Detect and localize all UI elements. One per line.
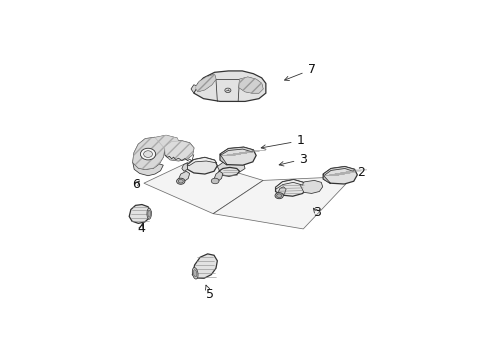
Polygon shape [186,157,217,174]
Text: 7: 7 [284,63,315,81]
Polygon shape [191,85,198,93]
Ellipse shape [178,179,183,183]
Polygon shape [143,159,263,214]
Text: 1: 1 [261,134,304,149]
Ellipse shape [146,208,151,219]
Polygon shape [214,171,223,181]
Polygon shape [192,254,217,278]
Ellipse shape [192,267,198,279]
Polygon shape [323,174,330,184]
Polygon shape [129,204,150,223]
Ellipse shape [274,193,283,199]
Polygon shape [133,138,164,169]
Ellipse shape [211,178,219,184]
Text: 3: 3 [279,153,306,166]
Polygon shape [217,161,244,174]
Polygon shape [193,71,265,102]
Polygon shape [218,167,239,176]
Text: 6: 6 [132,177,140,190]
Ellipse shape [143,151,152,157]
Polygon shape [275,180,303,189]
Polygon shape [275,180,305,196]
Polygon shape [239,77,263,93]
Ellipse shape [193,270,197,277]
Polygon shape [182,163,187,171]
Text: 2: 2 [357,166,365,179]
Text: 5: 5 [205,285,213,301]
Polygon shape [323,167,354,176]
Polygon shape [239,77,263,93]
Ellipse shape [147,210,150,217]
Polygon shape [133,138,164,169]
Text: 3: 3 [312,206,321,219]
Polygon shape [155,135,180,150]
Polygon shape [133,162,163,176]
Polygon shape [195,74,216,92]
Ellipse shape [140,148,155,160]
Polygon shape [213,176,352,229]
Polygon shape [178,171,189,182]
Ellipse shape [276,194,281,198]
Polygon shape [164,141,193,161]
Polygon shape [277,187,285,196]
Ellipse shape [224,88,230,93]
Polygon shape [164,141,193,161]
Polygon shape [323,167,357,184]
Polygon shape [195,74,216,92]
Polygon shape [299,180,322,193]
Polygon shape [186,157,216,166]
Polygon shape [220,147,253,155]
Polygon shape [220,147,256,165]
Polygon shape [220,154,226,165]
Ellipse shape [176,178,184,184]
Polygon shape [155,135,180,150]
Text: 4: 4 [137,222,145,235]
